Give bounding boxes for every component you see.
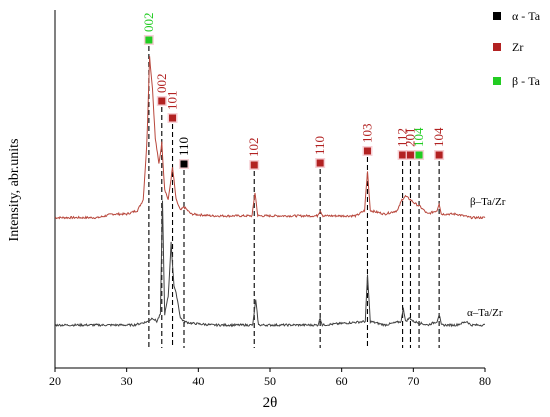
series-label: β–Ta/Zr <box>470 196 506 208</box>
peak-label: 201 <box>402 128 417 148</box>
peak-marker <box>363 147 371 155</box>
legend-swatch <box>493 77 501 85</box>
peak-label: 110 <box>176 137 191 156</box>
x-ticks: 20 30 40 50 60 70 80 <box>49 368 491 388</box>
x-tick-label: 30 <box>121 374 133 388</box>
x-tick-label: 20 <box>49 374 61 388</box>
peak-label: 112 <box>395 128 410 147</box>
axes <box>54 10 485 369</box>
x-tick-label: 60 <box>336 374 348 388</box>
legend-swatch <box>493 12 501 20</box>
series-layer <box>54 56 486 328</box>
x-tick-label: 40 <box>192 374 204 388</box>
peak-label: 104 <box>411 127 426 147</box>
peak-marker <box>169 114 177 122</box>
peak-marker <box>180 160 188 168</box>
x-axis-label: 2θ <box>263 395 278 411</box>
legend: α - Ta Zr β - Ta <box>493 9 541 88</box>
peak-label: 002 <box>141 13 156 33</box>
x-tick-label: 50 <box>264 374 276 388</box>
series-line <box>54 56 486 220</box>
y-axis-label: Intensity, abr.units <box>7 139 22 242</box>
peak-dashed-lines <box>148 46 440 348</box>
series-line <box>54 200 486 328</box>
legend-label: Zr <box>512 40 523 54</box>
peak-marker <box>250 161 258 169</box>
peak-marker <box>316 159 324 167</box>
x-tick-label: 80 <box>479 374 491 388</box>
peak-marker <box>406 151 414 159</box>
peak-marker <box>399 151 407 159</box>
peak-marker <box>415 151 423 159</box>
x-tick-label: 70 <box>407 374 419 388</box>
series-labels: β–Ta/Zr α–Ta/Zr <box>467 196 506 319</box>
series-label: α–Ta/Zr <box>467 307 503 319</box>
peak-marker <box>158 97 166 105</box>
peak-label: 101 <box>165 91 180 111</box>
legend-swatch <box>493 43 501 51</box>
peak-marker <box>435 151 443 159</box>
peak-label: 104 <box>431 127 446 147</box>
legend-label: β - Ta <box>512 74 541 88</box>
peak-label: 102 <box>246 138 261 158</box>
peak-marker <box>145 36 153 44</box>
peak-label: 103 <box>359 124 374 144</box>
peak-label: 002 <box>154 74 169 94</box>
legend-label: α - Ta <box>512 9 541 23</box>
peak-label: 110 <box>312 136 327 155</box>
